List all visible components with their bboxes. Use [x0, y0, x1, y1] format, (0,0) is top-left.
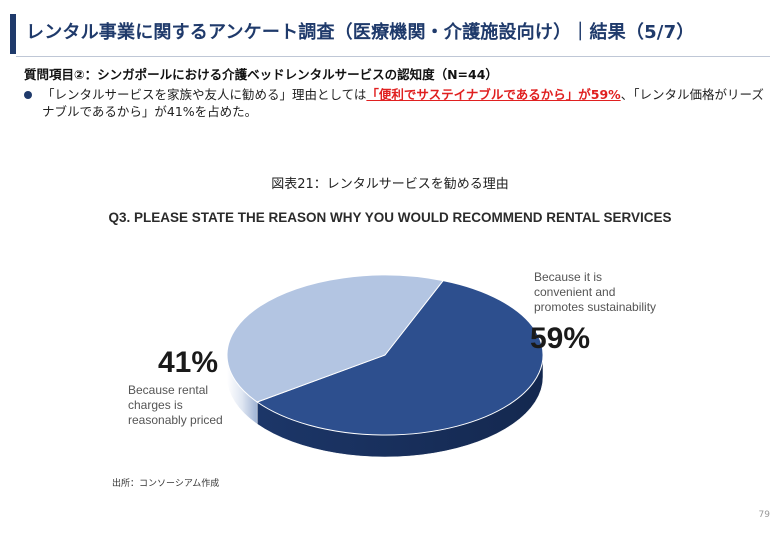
summary-text-after: 、「レンタル価格がリーズナブルであるから」が41%を占めた。 — [42, 87, 764, 119]
slice-description-convenient: Because it is convenient and promotes su… — [534, 270, 656, 315]
summary-text: 「レンタルサービスを家族や友人に勧める」理由としては「便利でサステイナブルである… — [42, 86, 764, 120]
bullet-icon — [24, 91, 32, 99]
slice-description-line: convenient and — [534, 285, 616, 299]
slice-description-line: promotes sustainability — [534, 300, 657, 314]
slice-value-label-price: 41% — [158, 346, 219, 379]
slice-value-label-convenient: 59% — [530, 322, 591, 355]
page-number: 79 — [758, 510, 770, 520]
slice-description-line: Because it is — [534, 270, 603, 284]
title-divider — [16, 56, 770, 57]
pie-slice-convenient — [256, 280, 544, 436]
summary-text-before: 「レンタルサービスを家族や友人に勧める」理由としては — [42, 87, 367, 102]
source-note: 出所：コンソーシアム作成 — [112, 479, 220, 489]
slice-description-line: reasonably priced — [128, 413, 223, 427]
title-accent-bar — [10, 14, 16, 54]
figure-caption: 図表21：レンタルサービスを勧める理由 — [271, 177, 509, 192]
slice-description-price: Because rental charges is reasonably pri… — [128, 383, 223, 428]
slice-description-line: Because rental — [128, 383, 209, 397]
page-title: レンタル事業に関するアンケート調査（医療機関・介護施設向け）｜結果（5/7） — [26, 22, 695, 43]
summary-highlight: 「便利でサステイナブルであるから」が59% — [366, 87, 621, 102]
chart-title: Q3. PLEASE STATE THE REASON WHY YOU WOUL… — [108, 210, 672, 225]
pie-top-group — [226, 274, 544, 436]
question-heading: 質問項目②：シンガポールにおける介護ベッドレンタルサービスの認知度（N=44） — [24, 67, 498, 82]
slice-description-line: charges is — [128, 398, 183, 412]
pie-slice-price — [226, 274, 445, 403]
